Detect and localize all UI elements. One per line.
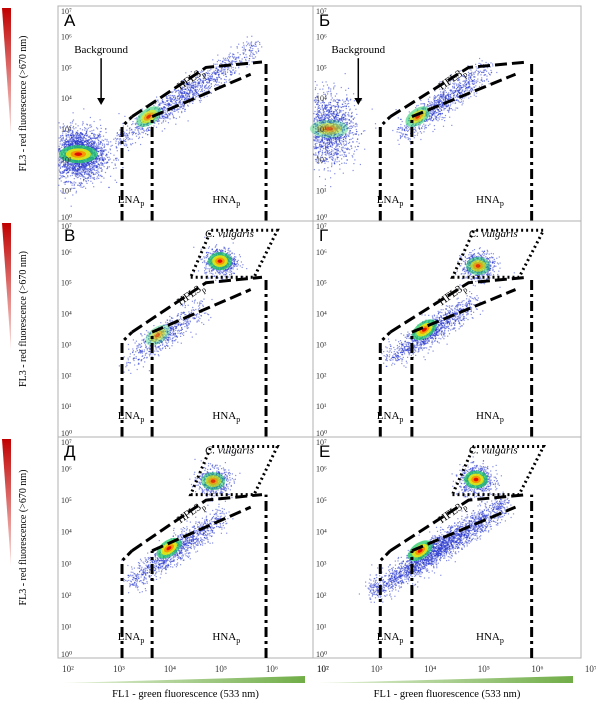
- y-tick-label: 10²: [61, 591, 72, 600]
- x-tick-label: 10²: [317, 664, 329, 674]
- y-tick-label: 10³: [61, 125, 72, 134]
- y-tick-label: 10⁵: [316, 496, 327, 505]
- y-tick-label: 10⁴: [316, 310, 327, 319]
- background-label: Background: [331, 44, 385, 56]
- y-tick-label: 10⁷: [61, 222, 72, 231]
- y-tick-label: 10⁶: [61, 33, 72, 42]
- y-tick-label: 10²: [61, 371, 72, 380]
- algae-label: C. vulgaris: [469, 228, 518, 240]
- y-tick-label: 10⁷: [61, 7, 72, 16]
- y-axis-label: FL3 - red fluorescence (>670 nm): [18, 36, 29, 172]
- x-intensity-wedge: [62, 676, 305, 683]
- y-tick-label: 10¹: [316, 186, 327, 195]
- x-tick-label: 10⁶: [531, 664, 543, 674]
- y-tick-label: 10⁰: [316, 650, 327, 659]
- algae-label: C. vulgaris: [469, 445, 518, 457]
- y-tick-label: 10⁷: [61, 438, 72, 447]
- y-tick-label: 10⁶: [316, 33, 327, 42]
- y-tick-label: 10²: [61, 156, 72, 165]
- y-tick-label: 10⁵: [316, 279, 327, 288]
- hna-label: HNAp: [476, 410, 504, 424]
- y-tick-label: 10³: [316, 559, 327, 568]
- y-tick-label: 10⁵: [61, 279, 72, 288]
- y-tick-label: 10⁴: [61, 94, 72, 103]
- y-tick-label: 10⁴: [61, 528, 72, 537]
- y-tick-label: 10⁴: [316, 528, 327, 537]
- y-tick-label: 10¹: [61, 186, 72, 195]
- lna-label: LNAp: [118, 631, 145, 645]
- y-tick-label: 10¹: [316, 402, 327, 411]
- y-tick-label: 10¹: [61, 402, 72, 411]
- x-tick-label: 10³: [113, 664, 125, 674]
- y-tick-label: 10¹: [316, 622, 327, 631]
- y-tick-label: 10²: [316, 371, 327, 380]
- panel-frame: [58, 6, 313, 221]
- x-tick-label: 10⁴: [424, 664, 436, 674]
- hna-label: HNAp: [476, 194, 504, 208]
- x-axis-label: FL1 - green fluorescence (533 nm): [112, 689, 259, 700]
- y-tick-label: 10⁵: [61, 496, 72, 505]
- y-tick-label: 10³: [61, 340, 72, 349]
- hna-label: HNAp: [212, 410, 240, 424]
- y-tick-label: 10³: [61, 559, 72, 568]
- x-intensity-wedge: [317, 676, 573, 683]
- x-tick-label: 10⁴: [164, 664, 176, 674]
- panel-frame: [313, 6, 581, 221]
- lna-label: LNAp: [377, 410, 404, 424]
- y-tick-label: 10¹: [61, 622, 72, 631]
- x-axis-label: FL1 - green fluorescence (533 nm): [374, 689, 521, 700]
- algae-label: C. vulgaris: [205, 228, 254, 240]
- lna-label: LNAp: [377, 194, 404, 208]
- y-axis-label: FL3 - red fluorescence (>670 nm): [18, 251, 29, 387]
- y-tick-label: 10⁶: [61, 465, 72, 474]
- background-label: Background: [74, 44, 128, 56]
- x-tick-label: 10⁵: [478, 664, 490, 674]
- y-intensity-wedge: [2, 439, 11, 567]
- hna-label: HNAp: [212, 631, 240, 645]
- algae-label: C. vulgaris: [205, 445, 254, 457]
- x-tick-label: 10⁶: [266, 664, 278, 674]
- x-tick-label: 10⁵: [215, 664, 227, 674]
- y-tick-label: 10⁶: [316, 465, 327, 474]
- x-tick-label: 10²: [62, 664, 74, 674]
- y-tick-label: 10⁷: [316, 222, 327, 231]
- y-tick-label: 10⁵: [61, 63, 72, 72]
- panel-frame: [313, 221, 581, 437]
- panel-frame: [58, 221, 313, 437]
- y-tick-label: 10⁴: [316, 94, 327, 103]
- y-tick-label: 10⁶: [316, 248, 327, 257]
- y-tick-label: 10²: [316, 591, 327, 600]
- y-tick-label: 10⁵: [316, 63, 327, 72]
- y-tick-label: 10⁶: [61, 248, 72, 257]
- y-tick-label: 10⁷: [316, 438, 327, 447]
- hna-label: HNAp: [212, 194, 240, 208]
- y-tick-label: 10³: [316, 340, 327, 349]
- x-tick-label: 10³: [371, 664, 383, 674]
- y-tick-label: 10²: [316, 156, 327, 165]
- x-tick-label: 10⁷: [585, 664, 596, 674]
- y-tick-label: 10³: [316, 125, 327, 134]
- y-intensity-wedge: [2, 8, 11, 136]
- y-intensity-wedge: [2, 223, 11, 351]
- y-tick-label: 10⁴: [61, 310, 72, 319]
- lna-label: LNAp: [118, 410, 145, 424]
- hna-label: HNAp: [476, 631, 504, 645]
- y-tick-label: 10⁷: [316, 7, 327, 16]
- lna-label: LNAp: [377, 631, 404, 645]
- lna-label: LNAp: [118, 194, 145, 208]
- y-tick-label: 10⁰: [61, 650, 72, 659]
- y-axis-label: FL3 - red fluorescence (>670 nm): [18, 470, 29, 606]
